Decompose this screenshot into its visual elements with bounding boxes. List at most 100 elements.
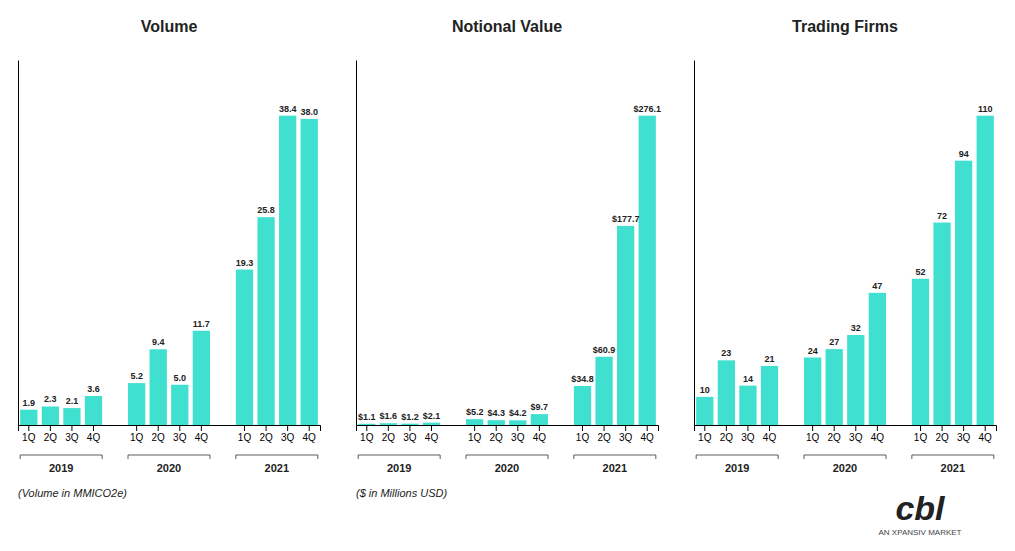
x-tick-label: 2Q (597, 432, 611, 443)
logo-text: cbl (895, 489, 946, 527)
x-tick-mark (28, 425, 29, 431)
bar (509, 420, 526, 425)
x-tick-label: 4Q (425, 432, 439, 443)
x-tick-mark (769, 425, 770, 431)
x-tick: 1Q (360, 425, 374, 443)
bar (466, 419, 483, 425)
figure: 1Q2Q3Q4Q1Q2Q3Q4Q1Q2Q3Q4Q1.92.32.13.65.29… (0, 0, 1015, 551)
group-labels: 2019 2020 2021 (358, 455, 656, 474)
x-tick-mark (409, 425, 410, 431)
x-tick-mark (812, 425, 813, 431)
bar (639, 116, 656, 425)
x-tick-label: 2Q (259, 432, 273, 443)
data-label: $4.3 (487, 408, 505, 418)
group-bracket (128, 455, 210, 459)
bar (869, 293, 886, 425)
x-tick-label: 4Q (195, 432, 209, 443)
x-tick: 4Q (425, 425, 439, 443)
plot-area: 1Q2Q3Q4Q1Q2Q3Q4Q1Q2Q3Q4Q$1.1$1.6$1.2$2.1… (357, 61, 661, 475)
x-tick-label: 1Q (130, 432, 144, 443)
x-tick: 4Q (979, 425, 993, 443)
data-label: 10 (700, 385, 710, 395)
x-tick-label: 4Q (871, 432, 885, 443)
y-axis-line (694, 61, 695, 426)
x-tick: 2Q (828, 425, 842, 443)
bar (574, 386, 591, 425)
x-tick-label: 1Q (468, 432, 482, 443)
group-label: 2020 (495, 462, 519, 474)
bar (171, 385, 188, 425)
x-tick: 1Q (22, 425, 36, 443)
data-label: 19.3 (236, 258, 254, 268)
bar (20, 410, 37, 425)
data-label: $276.1 (633, 104, 661, 114)
x-tick: 2Q (720, 425, 734, 443)
x-tick: 1Q (806, 425, 820, 443)
x-tick-mark (985, 425, 986, 431)
group-labels: 201920202021 (20, 455, 318, 474)
x-tick-mark (431, 425, 432, 431)
y-axis (694, 61, 695, 426)
x-tick-label: 2Q (490, 432, 504, 443)
data-label: 14 (743, 374, 753, 384)
x-tick-mark (726, 425, 727, 431)
x-tick-mark (366, 425, 367, 431)
bar (236, 270, 253, 425)
x-tick-label: 2Q (720, 432, 734, 443)
group-label: 2021 (265, 462, 289, 474)
data-label: 38.0 (300, 107, 318, 117)
group-bracket (236, 455, 318, 459)
x-tick-mark (747, 425, 748, 431)
panel: 1Q2Q3Q4Q1Q2Q3Q4Q1Q2Q3Q4Q$1.1$1.6$1.2$2.1… (356, 18, 661, 499)
bar (42, 406, 59, 425)
x-tick-mark (704, 425, 705, 431)
data-label: 27 (829, 337, 839, 347)
x-axis-line (695, 426, 997, 432)
bar (617, 226, 634, 425)
y-axis-line (18, 61, 19, 426)
data-label: $1.2 (401, 412, 419, 422)
x-tick: 3Q (511, 425, 525, 443)
bars (696, 116, 994, 425)
x-tick-label: 1Q (914, 432, 928, 443)
bar (423, 423, 440, 425)
logo: cblAN XPANSIV MARKET (879, 489, 962, 537)
bar (85, 396, 102, 425)
data-label: $60.9 (593, 345, 616, 355)
data-label: $34.8 (571, 374, 594, 384)
data-label: $177.7 (612, 214, 640, 224)
data-label: 23 (721, 348, 731, 358)
group-label: 2021 (603, 462, 627, 474)
x-tick: 1Q (468, 425, 482, 443)
bar (358, 424, 375, 425)
x-tick-mark (158, 425, 159, 431)
data-label: $4.2 (509, 408, 527, 418)
x-tick-mark (625, 425, 626, 431)
x-tick-label: 2Q (44, 432, 58, 443)
x-tick-label: 1Q (698, 432, 712, 443)
data-label: 25.8 (257, 205, 275, 215)
group-bracket (912, 455, 994, 459)
x-tick-mark (582, 425, 583, 431)
x-tick: 1Q (698, 425, 712, 443)
data-label: $1.1 (358, 412, 376, 422)
x-tick-mark (604, 425, 605, 431)
x-tick: 3Q (173, 425, 187, 443)
x-tick-label: 4Q (763, 432, 777, 443)
data-labels: 1.92.32.13.65.29.45.011.719.325.838.438.… (23, 104, 318, 408)
bar (804, 358, 821, 425)
bar (128, 383, 145, 425)
data-label: 21 (764, 354, 774, 364)
bar (739, 386, 756, 425)
x-tick: 4Q (303, 425, 317, 443)
x-tick: 2Q (44, 425, 58, 443)
bar (933, 223, 950, 425)
x-tick: 3Q (65, 425, 79, 443)
y-axis (356, 61, 357, 426)
data-label: 32 (851, 323, 861, 333)
x-tick-label: 1Q (806, 432, 820, 443)
x-tick-mark (963, 425, 964, 431)
y-axis-line (356, 61, 357, 426)
group-label: 2019 (387, 462, 411, 474)
x-tick: 4Q (763, 425, 777, 443)
